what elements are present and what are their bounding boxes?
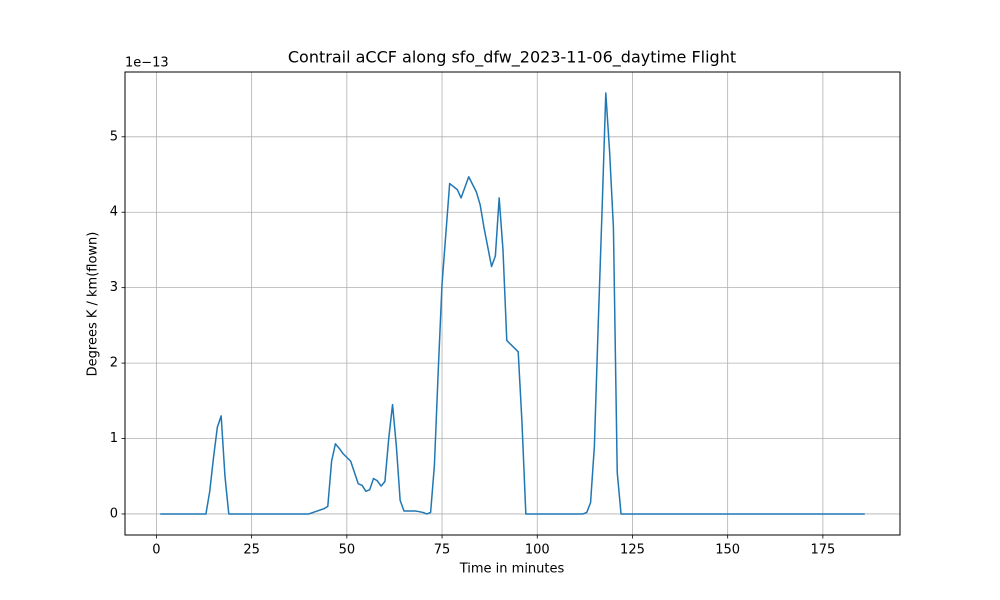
y-tick-label: 0 (110, 506, 118, 521)
y-tick-label: 1 (110, 431, 118, 446)
axes-frame (124, 71, 901, 536)
chart-title: Contrail aCCF along sfo_dfw_2023-11-06_d… (288, 48, 736, 68)
data-line (160, 92, 865, 515)
x-tick-label: 175 (810, 543, 835, 558)
y-axis-label: Degrees K / km(flown) (86, 232, 101, 377)
x-axis-label: Time in minutes (459, 562, 565, 577)
x-tick-label: 125 (620, 543, 645, 558)
x-tick-label: 75 (434, 543, 451, 558)
x-tick-label: 50 (339, 543, 356, 558)
y-tick-label: 5 (110, 129, 118, 144)
x-tick-label: 100 (525, 543, 550, 558)
y-offset-label: 1e−13 (125, 56, 169, 71)
y-tick-label: 2 (110, 356, 118, 371)
x-tick-label: 0 (152, 543, 160, 558)
plot-area (160, 92, 865, 515)
y-tick-label: 3 (110, 280, 118, 295)
x-tick-label: 150 (715, 543, 740, 558)
x-tick-label: 25 (243, 543, 260, 558)
y-tick-label: 4 (110, 205, 118, 220)
grid (125, 72, 900, 535)
